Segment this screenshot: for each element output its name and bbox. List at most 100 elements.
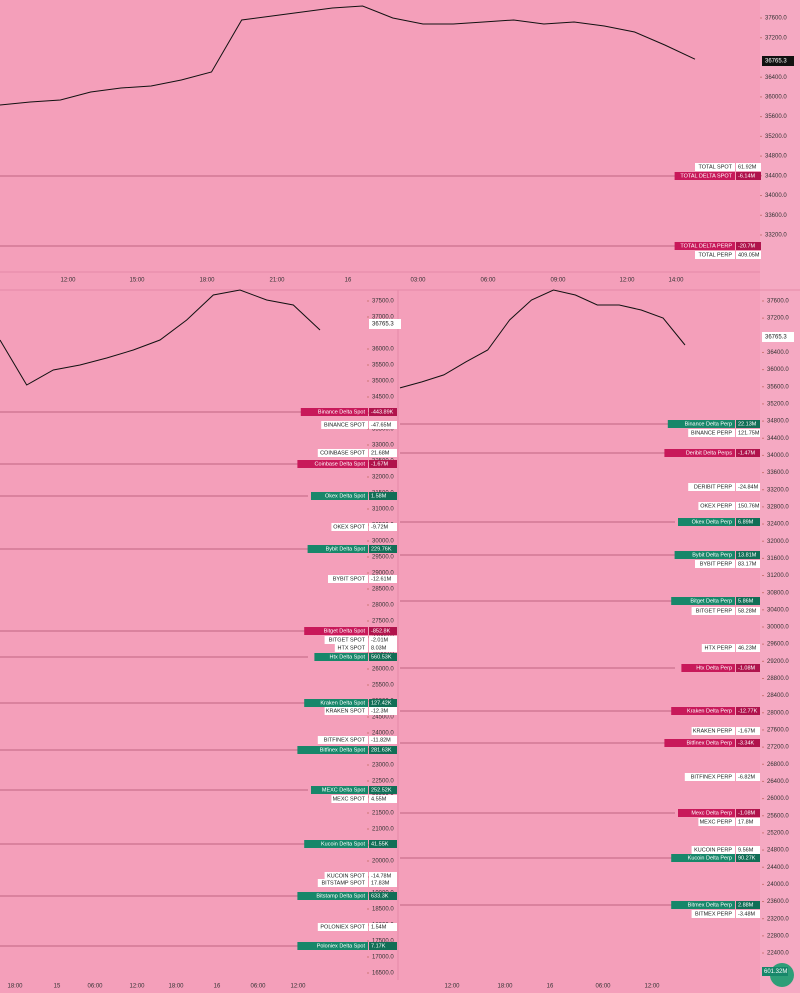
series-name-box xyxy=(311,786,368,794)
series-value: -24.84M xyxy=(738,484,759,490)
series-value-box xyxy=(736,664,760,672)
series-value-box xyxy=(369,653,397,661)
y-tick-label: 31600.0 xyxy=(767,556,789,562)
x-tick-label: 12:00 xyxy=(619,278,635,284)
series-name: TOTAL DELTA PERP xyxy=(680,243,732,249)
series-name: TOTAL PERP xyxy=(698,252,732,258)
y-tick-label: 28800.0 xyxy=(767,676,789,682)
x-tick-label: 12:00 xyxy=(444,984,460,990)
series-value-box xyxy=(736,644,760,652)
y-tick-label: 24400.0 xyxy=(767,865,789,871)
series-value-box xyxy=(736,901,760,909)
series-value-box xyxy=(736,518,760,526)
series-name-box xyxy=(681,664,735,672)
price-line xyxy=(399,289,686,389)
series-name: Kraken Delta Spot xyxy=(320,700,365,706)
series-value-box xyxy=(369,408,397,416)
series-value: -11.82M xyxy=(371,737,391,743)
series-value-box xyxy=(369,942,397,950)
series-value-box xyxy=(736,172,761,180)
x-tick-label: 12:00 xyxy=(644,984,660,990)
y-tick-label: 29500.0 xyxy=(372,555,394,561)
series-name: Bybit Delta Perp xyxy=(692,552,732,558)
y-tick-label: 21500.0 xyxy=(372,811,394,817)
series-value-box xyxy=(369,746,397,754)
series-value: 5.86M xyxy=(738,598,754,604)
y-tick-label: 35200.0 xyxy=(767,402,789,408)
price-box xyxy=(762,56,794,66)
series-value-box xyxy=(369,460,397,468)
series-value: 150.76M xyxy=(738,503,760,509)
series-name-box xyxy=(678,809,735,817)
y-tick-label: 34500.0 xyxy=(372,395,394,401)
series-name-box xyxy=(664,449,735,457)
series-name: BYBIT SPOT xyxy=(333,576,366,582)
series-value: -6.14M xyxy=(738,173,756,179)
series-value-box xyxy=(369,492,397,500)
y-tick-label: 16500.0 xyxy=(372,971,394,977)
series-value: -852.8K xyxy=(371,628,391,634)
series-name: POLONIEX SPOT xyxy=(320,924,365,930)
series-name: Okex Delta Spot xyxy=(325,493,366,499)
series-value: -2.01M xyxy=(371,637,389,643)
series-value: -1.08M xyxy=(738,810,756,816)
series-value: 6.89M xyxy=(738,519,754,525)
x-tick-label: 18:00 xyxy=(199,278,215,284)
series-name-box xyxy=(317,736,368,744)
series-name-box xyxy=(334,644,368,652)
series-value: -3.34K xyxy=(738,740,755,746)
y-tick-label: 29200.0 xyxy=(767,659,789,665)
x-tick-label: 06:00 xyxy=(250,984,266,990)
series-value-box xyxy=(736,607,760,615)
y-tick-label: 25500.0 xyxy=(372,683,394,689)
y-tick-label: 28000.0 xyxy=(767,710,789,716)
series-name-box xyxy=(691,607,735,615)
y-tick-label: 35500.0 xyxy=(372,363,394,369)
series-name: Bitget Delta Spot xyxy=(324,628,366,634)
series-value-box xyxy=(736,163,761,171)
series-value-box xyxy=(369,421,397,429)
price-label: 36765.3 xyxy=(765,335,787,341)
y-tick-label: 17500.0 xyxy=(372,939,394,945)
x-tick-label: 14:00 xyxy=(668,278,684,284)
series-name: MEXC SPOT xyxy=(333,796,366,802)
series-name: OKEX SPOT xyxy=(333,524,365,530)
series-name-box xyxy=(331,523,368,531)
y-tick-label: 35600.0 xyxy=(765,114,787,120)
series-value-box xyxy=(369,449,397,457)
series-name: MEXC Delta Spot xyxy=(322,787,366,793)
series-name: BITSTAMP SPOT xyxy=(322,880,366,886)
y-tick-label: 36000.0 xyxy=(767,367,789,373)
y-tick-label: 35000.0 xyxy=(372,379,394,385)
x-tick-label: 15:00 xyxy=(129,278,145,284)
series-value: -14.78M xyxy=(371,873,392,879)
series-value-box xyxy=(369,892,397,900)
series-value-box xyxy=(736,854,760,862)
series-value: 58.28M xyxy=(738,608,757,614)
y-tick-label: 34000.0 xyxy=(767,453,789,459)
y-tick-label: 25200.0 xyxy=(767,830,789,836)
series-value-box xyxy=(369,879,397,887)
y-tick-label: 22400.0 xyxy=(767,951,789,957)
series-value: 21.68M xyxy=(371,450,390,456)
y-tick-label: 30800.0 xyxy=(767,590,789,596)
series-name-box xyxy=(671,854,735,862)
y-tick-label: 26000.0 xyxy=(372,667,394,673)
series-name: Kucoin Delta Spot xyxy=(321,841,365,847)
x-tick-label: 12:00 xyxy=(129,984,145,990)
series-name-box xyxy=(328,575,368,583)
series-name-box xyxy=(671,597,735,605)
series-name: DERIBIT PERP xyxy=(694,484,732,490)
y-tick-label: 36000.0 xyxy=(765,94,787,100)
y-tick-label: 26000.0 xyxy=(767,796,789,802)
price-box xyxy=(369,319,401,329)
series-name-box xyxy=(317,449,368,457)
series-name: Bitstamp Delta Spot xyxy=(316,893,365,899)
series-name-box xyxy=(331,795,368,803)
series-name-box xyxy=(297,460,368,468)
series-value-box xyxy=(736,429,760,437)
y-tick-label: 32000.0 xyxy=(372,475,394,481)
y-tick-label: 24000.0 xyxy=(372,731,394,737)
y-tick-label: 26400.0 xyxy=(767,779,789,785)
